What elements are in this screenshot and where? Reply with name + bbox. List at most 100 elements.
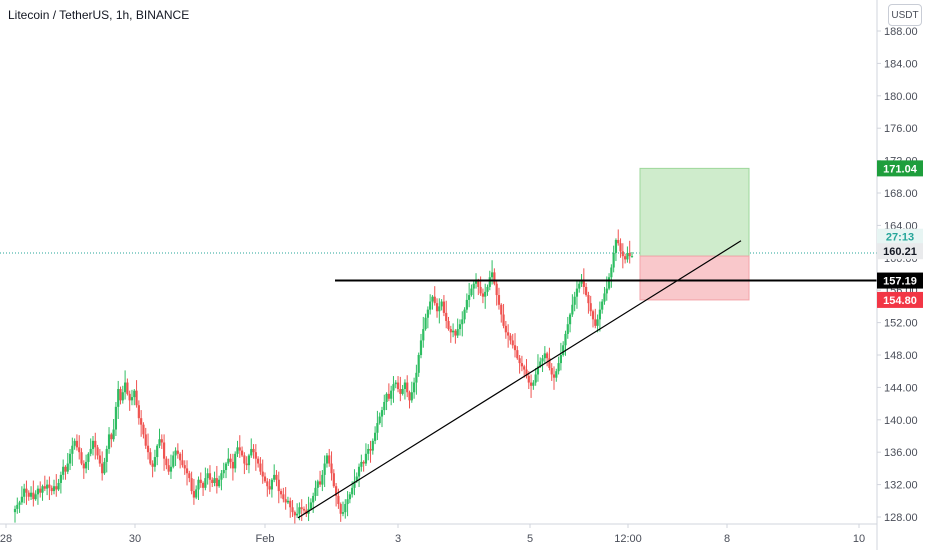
candle-body xyxy=(68,453,72,464)
candle-body xyxy=(552,374,556,378)
candle-body xyxy=(85,461,88,469)
candle-body xyxy=(335,486,338,496)
candle-body xyxy=(73,440,76,446)
candle-body xyxy=(240,450,244,456)
time-tick-label: 12:00 xyxy=(614,533,642,545)
time-axis[interactable]: 28 30 Feb 3 5 12:00 8 10 xyxy=(0,524,865,545)
candle-body xyxy=(626,252,629,260)
candle-body xyxy=(610,267,613,278)
candle-body xyxy=(408,392,411,401)
candle-body xyxy=(589,303,592,312)
candle-body xyxy=(463,309,466,320)
candle-body xyxy=(401,389,404,394)
candle-body xyxy=(162,442,166,459)
candle-body xyxy=(149,452,152,464)
candle-body xyxy=(215,478,218,487)
ascending-trendline[interactable] xyxy=(297,240,742,519)
candle-body xyxy=(98,455,101,464)
candle-body xyxy=(318,481,322,485)
candle-body xyxy=(513,345,517,351)
candle-body xyxy=(573,296,576,305)
candle-body xyxy=(165,458,168,466)
candle-body xyxy=(277,479,280,492)
candle-body xyxy=(36,488,40,495)
candle-body xyxy=(291,507,294,513)
candle-body xyxy=(481,293,485,297)
candle-body xyxy=(548,358,551,368)
candle-body xyxy=(406,382,409,393)
candle-body xyxy=(234,453,237,469)
candle-body xyxy=(172,455,175,467)
candle-body xyxy=(156,445,159,458)
candle-body xyxy=(314,487,317,496)
candle-body xyxy=(392,384,395,391)
candle-body xyxy=(516,350,519,359)
candle-body xyxy=(153,457,157,467)
candle-body xyxy=(328,455,331,464)
candle-body xyxy=(426,309,429,318)
candle-body xyxy=(270,479,273,490)
candle-body xyxy=(500,304,503,315)
candle-body xyxy=(312,495,315,503)
candle-body xyxy=(557,363,560,372)
candle-body xyxy=(254,452,257,459)
candle-body xyxy=(525,369,528,377)
candle-body xyxy=(199,479,202,483)
stop-price-label: 154.80 xyxy=(883,295,917,307)
candle-body xyxy=(396,382,400,390)
candle-body xyxy=(410,392,413,401)
candle-body xyxy=(46,484,49,489)
candle-body xyxy=(474,280,478,284)
currency-button[interactable]: USDT xyxy=(888,4,922,26)
candle-body xyxy=(13,508,17,513)
candle-body xyxy=(578,283,581,289)
price-tick-label: 128.00 xyxy=(884,512,918,524)
candle-body xyxy=(497,295,501,305)
candle-body xyxy=(348,494,351,500)
time-tick-label: Feb xyxy=(256,533,275,545)
candle-body xyxy=(504,325,507,333)
candle-body xyxy=(458,324,462,330)
candle-body xyxy=(546,353,549,359)
candle-body xyxy=(213,478,216,483)
candle-body xyxy=(431,296,434,302)
candle-body xyxy=(555,371,558,378)
candle-body xyxy=(107,434,111,449)
candle-body xyxy=(456,329,459,336)
candle-body xyxy=(417,355,420,373)
candle-body xyxy=(211,479,214,483)
symbol-title: Litecoin / TetherUS, 1h, BINANCE xyxy=(8,8,190,22)
candle-body xyxy=(445,312,448,321)
candle-body xyxy=(341,512,345,514)
candle-body xyxy=(390,390,393,399)
candle-body xyxy=(344,504,347,513)
candle-body xyxy=(66,463,69,472)
candle-body xyxy=(263,476,267,482)
target-profit-zone[interactable] xyxy=(639,167,750,257)
candle-body xyxy=(440,301,443,307)
candle-body xyxy=(231,461,234,469)
candle-body xyxy=(518,358,521,364)
candle-body xyxy=(158,439,161,446)
candle-body xyxy=(447,320,450,330)
candle-body xyxy=(495,283,498,296)
candle-body xyxy=(585,286,588,296)
candle-body xyxy=(435,303,439,312)
candle-body xyxy=(71,445,74,454)
candle-body xyxy=(596,319,599,326)
candle-body xyxy=(527,376,530,383)
candle-body xyxy=(619,243,622,252)
candle-body xyxy=(502,314,505,326)
candle-body xyxy=(59,474,62,483)
candle-body xyxy=(539,361,542,367)
candle-body xyxy=(628,252,631,257)
time-tick-label: 3 xyxy=(395,533,401,545)
candle-body xyxy=(399,389,402,394)
candle-body xyxy=(449,329,452,333)
candle-body xyxy=(612,252,615,268)
candle-body xyxy=(23,488,26,497)
candle-body xyxy=(536,366,540,375)
candle-body xyxy=(360,461,363,467)
